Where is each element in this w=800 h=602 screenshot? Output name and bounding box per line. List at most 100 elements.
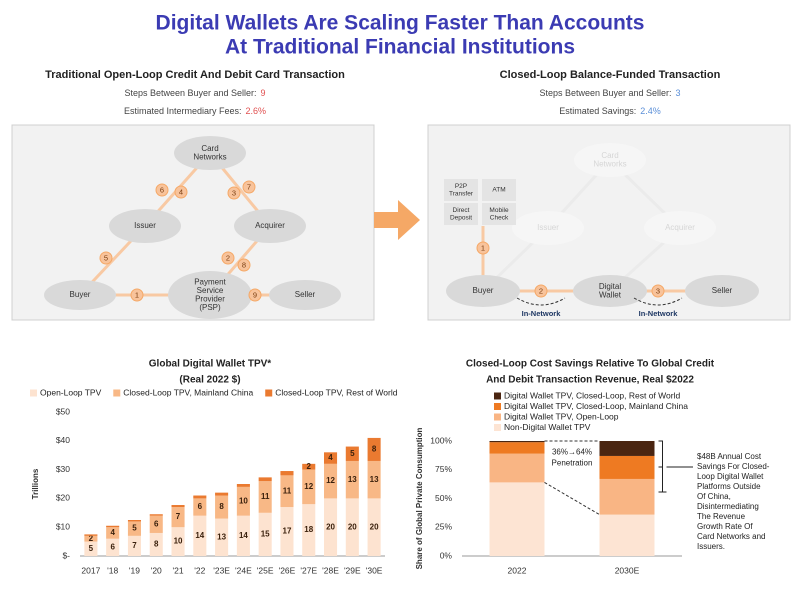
network-label: In-Network bbox=[639, 309, 679, 318]
penetration-guide bbox=[544, 481, 600, 516]
annotation-line: Card Networks and bbox=[697, 532, 765, 541]
faded-node-label: Acquirer bbox=[665, 223, 695, 232]
data-label: 11 bbox=[261, 492, 270, 501]
annotation-line: $48B Annual Cost bbox=[697, 452, 762, 461]
bar-segment bbox=[258, 477, 272, 482]
data-label: 5 bbox=[132, 524, 137, 533]
bar-segment bbox=[171, 505, 185, 508]
info-value: 2.6% bbox=[246, 106, 267, 116]
funding-box bbox=[444, 179, 478, 201]
info-value: 9 bbox=[261, 88, 266, 98]
node-label: Acquirer bbox=[255, 221, 285, 230]
bar-segment bbox=[345, 498, 359, 556]
bar-segment bbox=[84, 534, 98, 536]
annotation-line: Of China, bbox=[697, 492, 731, 501]
bar-segment bbox=[193, 515, 207, 556]
step-number: 3 bbox=[232, 188, 236, 197]
x-tick-label: '18 bbox=[107, 565, 118, 575]
x-tick-label: '23E bbox=[213, 565, 230, 575]
faded-node bbox=[644, 211, 716, 245]
y-tick-label: 50% bbox=[435, 493, 452, 503]
step-number: 6 bbox=[160, 185, 164, 194]
bar-segment bbox=[489, 441, 545, 443]
y-tick-label: $- bbox=[62, 550, 70, 560]
node-label: Buyer bbox=[473, 286, 494, 295]
funding-box-label: Mobile bbox=[489, 207, 509, 214]
step-number: 4 bbox=[179, 187, 183, 196]
bar-segment bbox=[280, 471, 294, 476]
bar-segment bbox=[345, 446, 359, 461]
bar-segment bbox=[258, 481, 272, 513]
legend-swatch bbox=[113, 389, 121, 397]
bar-segment bbox=[149, 532, 163, 556]
funding-box bbox=[444, 203, 478, 225]
step-number: 2 bbox=[226, 253, 230, 262]
y-tick-label: 0% bbox=[440, 550, 453, 560]
step-badge bbox=[651, 284, 665, 298]
y-tick-label: 25% bbox=[435, 522, 452, 532]
bar-segment bbox=[599, 478, 655, 515]
transition-arrow bbox=[374, 200, 420, 240]
info-line: Steps Between Buyer and Seller: 9 bbox=[124, 88, 265, 98]
node-label: Buyer bbox=[70, 290, 91, 299]
data-label: 6 bbox=[198, 502, 203, 511]
data-label: 14 bbox=[195, 531, 204, 540]
info-value: 3 bbox=[676, 88, 681, 98]
info-line: Estimated Savings: 2.4% bbox=[559, 106, 661, 116]
bar-segment bbox=[324, 498, 338, 556]
legend-swatch bbox=[494, 403, 501, 410]
bar-segment bbox=[215, 492, 229, 496]
bar-segment bbox=[324, 463, 338, 499]
data-label: 2 bbox=[307, 462, 312, 471]
bar-segment bbox=[106, 527, 120, 539]
faded-node-label: Networks bbox=[593, 159, 626, 168]
legend-label: Non-Digital Wallet TPV bbox=[504, 422, 591, 432]
funding-box-label: Transfer bbox=[449, 190, 474, 197]
panel-heading: Traditional Open-Loop Credit And Debit C… bbox=[45, 69, 345, 81]
bar-segment bbox=[84, 535, 98, 542]
bar-segment bbox=[127, 520, 141, 522]
legend-swatch bbox=[494, 392, 501, 400]
panel-heading: Closed-Loop Balance-Funded Transaction bbox=[500, 69, 721, 81]
data-label: 14 bbox=[239, 531, 248, 540]
data-label: 10 bbox=[239, 496, 248, 505]
bar-segment bbox=[280, 507, 294, 556]
data-label: 6 bbox=[154, 519, 159, 528]
funding-box-label: Deposit bbox=[450, 214, 472, 221]
data-label: 20 bbox=[348, 522, 357, 531]
info-label: Estimated Savings: bbox=[559, 106, 636, 116]
step-badge bbox=[227, 186, 241, 200]
data-label: 11 bbox=[283, 486, 292, 495]
bar-segment bbox=[236, 484, 250, 487]
bar-segment bbox=[302, 469, 316, 505]
legend-swatch bbox=[265, 389, 273, 397]
bar-segment bbox=[236, 515, 250, 556]
bar-segment bbox=[106, 525, 120, 528]
info-label: Estimated Intermediary Fees: bbox=[124, 106, 242, 116]
chart-title: Closed-Loop Cost Savings Relative To Glo… bbox=[466, 359, 715, 370]
bar-segment bbox=[215, 495, 229, 519]
data-label: 17 bbox=[283, 527, 292, 536]
x-tick-label: '19 bbox=[129, 565, 140, 575]
funding-box-label: Check bbox=[490, 214, 509, 221]
node bbox=[109, 209, 181, 243]
node-label: Provider bbox=[195, 294, 225, 303]
x-tick-label: 2022 bbox=[508, 565, 527, 575]
bar-segment bbox=[258, 512, 272, 556]
bar-segment bbox=[84, 541, 98, 556]
y-tick-label: $30 bbox=[56, 464, 70, 474]
step-badge bbox=[534, 284, 548, 298]
step-badge bbox=[99, 251, 113, 265]
faded-node bbox=[512, 211, 584, 245]
step-badge bbox=[174, 185, 188, 199]
annotation-line: Issuers. bbox=[697, 542, 725, 551]
bar-segment bbox=[127, 535, 141, 556]
y-tick-label: 75% bbox=[435, 464, 452, 474]
funding-box-label: Direct bbox=[453, 207, 470, 214]
bar-segment bbox=[489, 453, 545, 483]
x-tick-label: '27E bbox=[300, 565, 317, 575]
bar-segment bbox=[171, 507, 185, 528]
step-badge bbox=[476, 241, 490, 255]
node bbox=[168, 271, 252, 319]
bar-segment bbox=[193, 495, 207, 499]
